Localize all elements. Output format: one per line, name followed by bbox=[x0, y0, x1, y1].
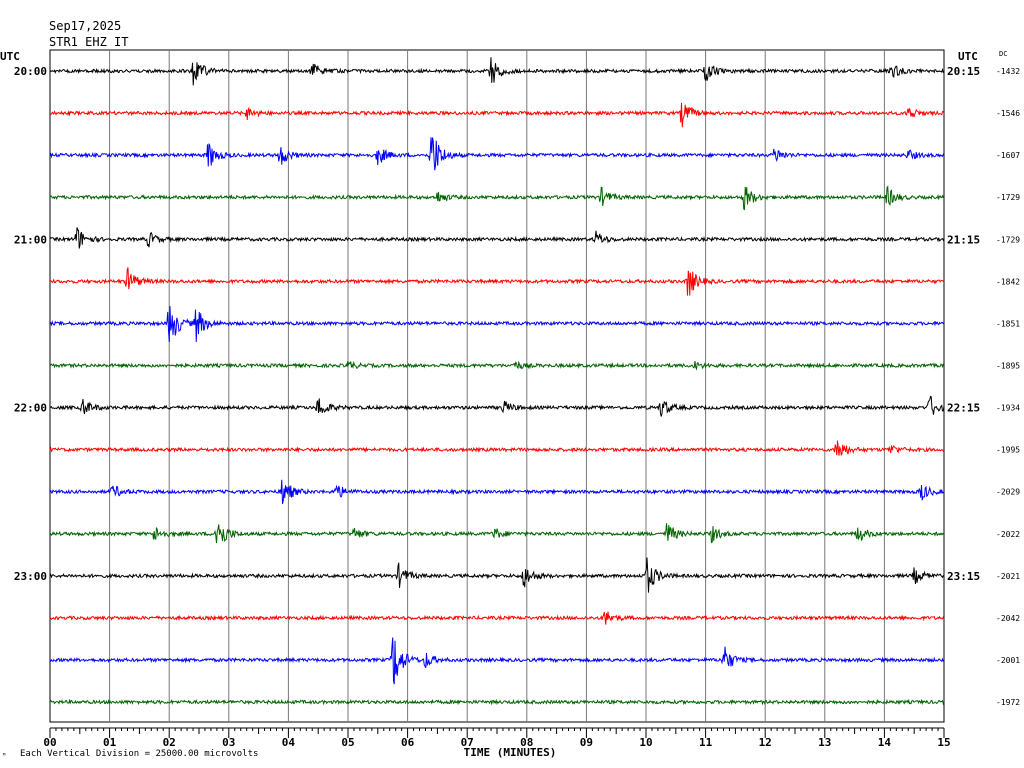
x-axis-title: TIME (MINUTES) bbox=[464, 746, 557, 759]
dc-offset-label: -2021 bbox=[996, 572, 1020, 581]
x-tick-label: 14 bbox=[878, 736, 892, 749]
seismic-trace bbox=[49, 523, 945, 544]
x-tick-label: 02 bbox=[163, 736, 176, 749]
right-time-label: 22:15 bbox=[947, 402, 980, 415]
dc-offset-label: -1729 bbox=[996, 193, 1020, 202]
seismic-trace bbox=[49, 267, 945, 296]
seismic-trace bbox=[49, 185, 945, 211]
dc-offset-label: -1851 bbox=[996, 319, 1020, 328]
corner-mark: ᴹ bbox=[2, 752, 7, 760]
seismic-trace bbox=[49, 395, 945, 417]
dc-offset-label: -2029 bbox=[996, 488, 1020, 497]
right-time-label: 21:15 bbox=[947, 233, 980, 246]
utc-left-label: UTC bbox=[0, 50, 20, 63]
dc-offset-label: -2022 bbox=[996, 530, 1020, 539]
grid-lines bbox=[49, 49, 945, 738]
dc-offset-label: -1934 bbox=[996, 404, 1020, 413]
x-tick-label: 03 bbox=[222, 736, 235, 749]
right-time-label: 23:15 bbox=[947, 570, 980, 583]
right-time-label: 20:15 bbox=[947, 65, 980, 78]
dc-offset-label: -1842 bbox=[996, 277, 1020, 286]
seismic-trace bbox=[49, 102, 945, 128]
left-time-label: 22:00 bbox=[14, 402, 47, 415]
plot-frame bbox=[49, 49, 945, 723]
x-tick-label: 06 bbox=[401, 736, 415, 749]
seismic-trace bbox=[49, 137, 945, 171]
dc-offset-label: -1729 bbox=[996, 235, 1020, 244]
x-tick-label: 12 bbox=[759, 736, 772, 749]
vertical-division-note: Each Vertical Division = 25000.00 microv… bbox=[20, 749, 259, 759]
dc-offset-label: -2042 bbox=[996, 614, 1020, 623]
x-tick-label: 11 bbox=[699, 736, 713, 749]
date-label: Sep17,2025 bbox=[49, 19, 122, 33]
x-tick-label: 10 bbox=[639, 736, 652, 749]
utc-right-label: UTC bbox=[958, 50, 978, 63]
x-tick-label: 08 bbox=[520, 736, 533, 749]
x-tick-label: 07 bbox=[461, 736, 474, 749]
x-tick-label: 13 bbox=[818, 736, 831, 749]
seismic-trace bbox=[49, 360, 945, 371]
x-tick-label: 01 bbox=[103, 736, 117, 749]
left-time-label: 23:00 bbox=[14, 570, 47, 583]
dc-offset-label: -1972 bbox=[996, 698, 1020, 707]
seismic-trace bbox=[49, 557, 945, 593]
seismic-trace bbox=[49, 306, 945, 342]
seismic-trace bbox=[49, 57, 945, 86]
dc-offset-label: -2001 bbox=[996, 656, 1020, 665]
dc-offset-label: -1895 bbox=[996, 361, 1020, 370]
dc-offset-label: -1546 bbox=[996, 109, 1020, 118]
seismic-trace bbox=[49, 479, 945, 505]
axis-labels: UTC UTC DC TIME (MINUTES) 00 01 02 03 04 05 06… bbox=[0, 50, 1020, 759]
x-tick-label: 15 bbox=[937, 736, 950, 749]
x-tick-label: 00 bbox=[43, 736, 56, 749]
seismic-trace bbox=[49, 637, 945, 685]
dc-offset-label: -1995 bbox=[996, 446, 1020, 455]
seismic-trace bbox=[49, 227, 945, 249]
trace-group bbox=[49, 57, 945, 706]
seismic-trace bbox=[49, 440, 945, 457]
left-time-label: 21:00 bbox=[14, 233, 47, 246]
x-tick-label: 04 bbox=[282, 736, 296, 749]
x-tick-label: 05 bbox=[341, 736, 354, 749]
station-label: STR1 EHZ IT bbox=[49, 35, 129, 49]
dc-offset-label: -1607 bbox=[996, 151, 1020, 160]
seismic-trace bbox=[49, 611, 945, 625]
seismic-trace bbox=[49, 698, 945, 706]
dc-label: DC bbox=[999, 50, 1007, 58]
x-tick-label: 09 bbox=[580, 736, 593, 749]
left-time-label: 20:00 bbox=[14, 65, 47, 78]
dc-offset-label: -1432 bbox=[996, 67, 1020, 76]
